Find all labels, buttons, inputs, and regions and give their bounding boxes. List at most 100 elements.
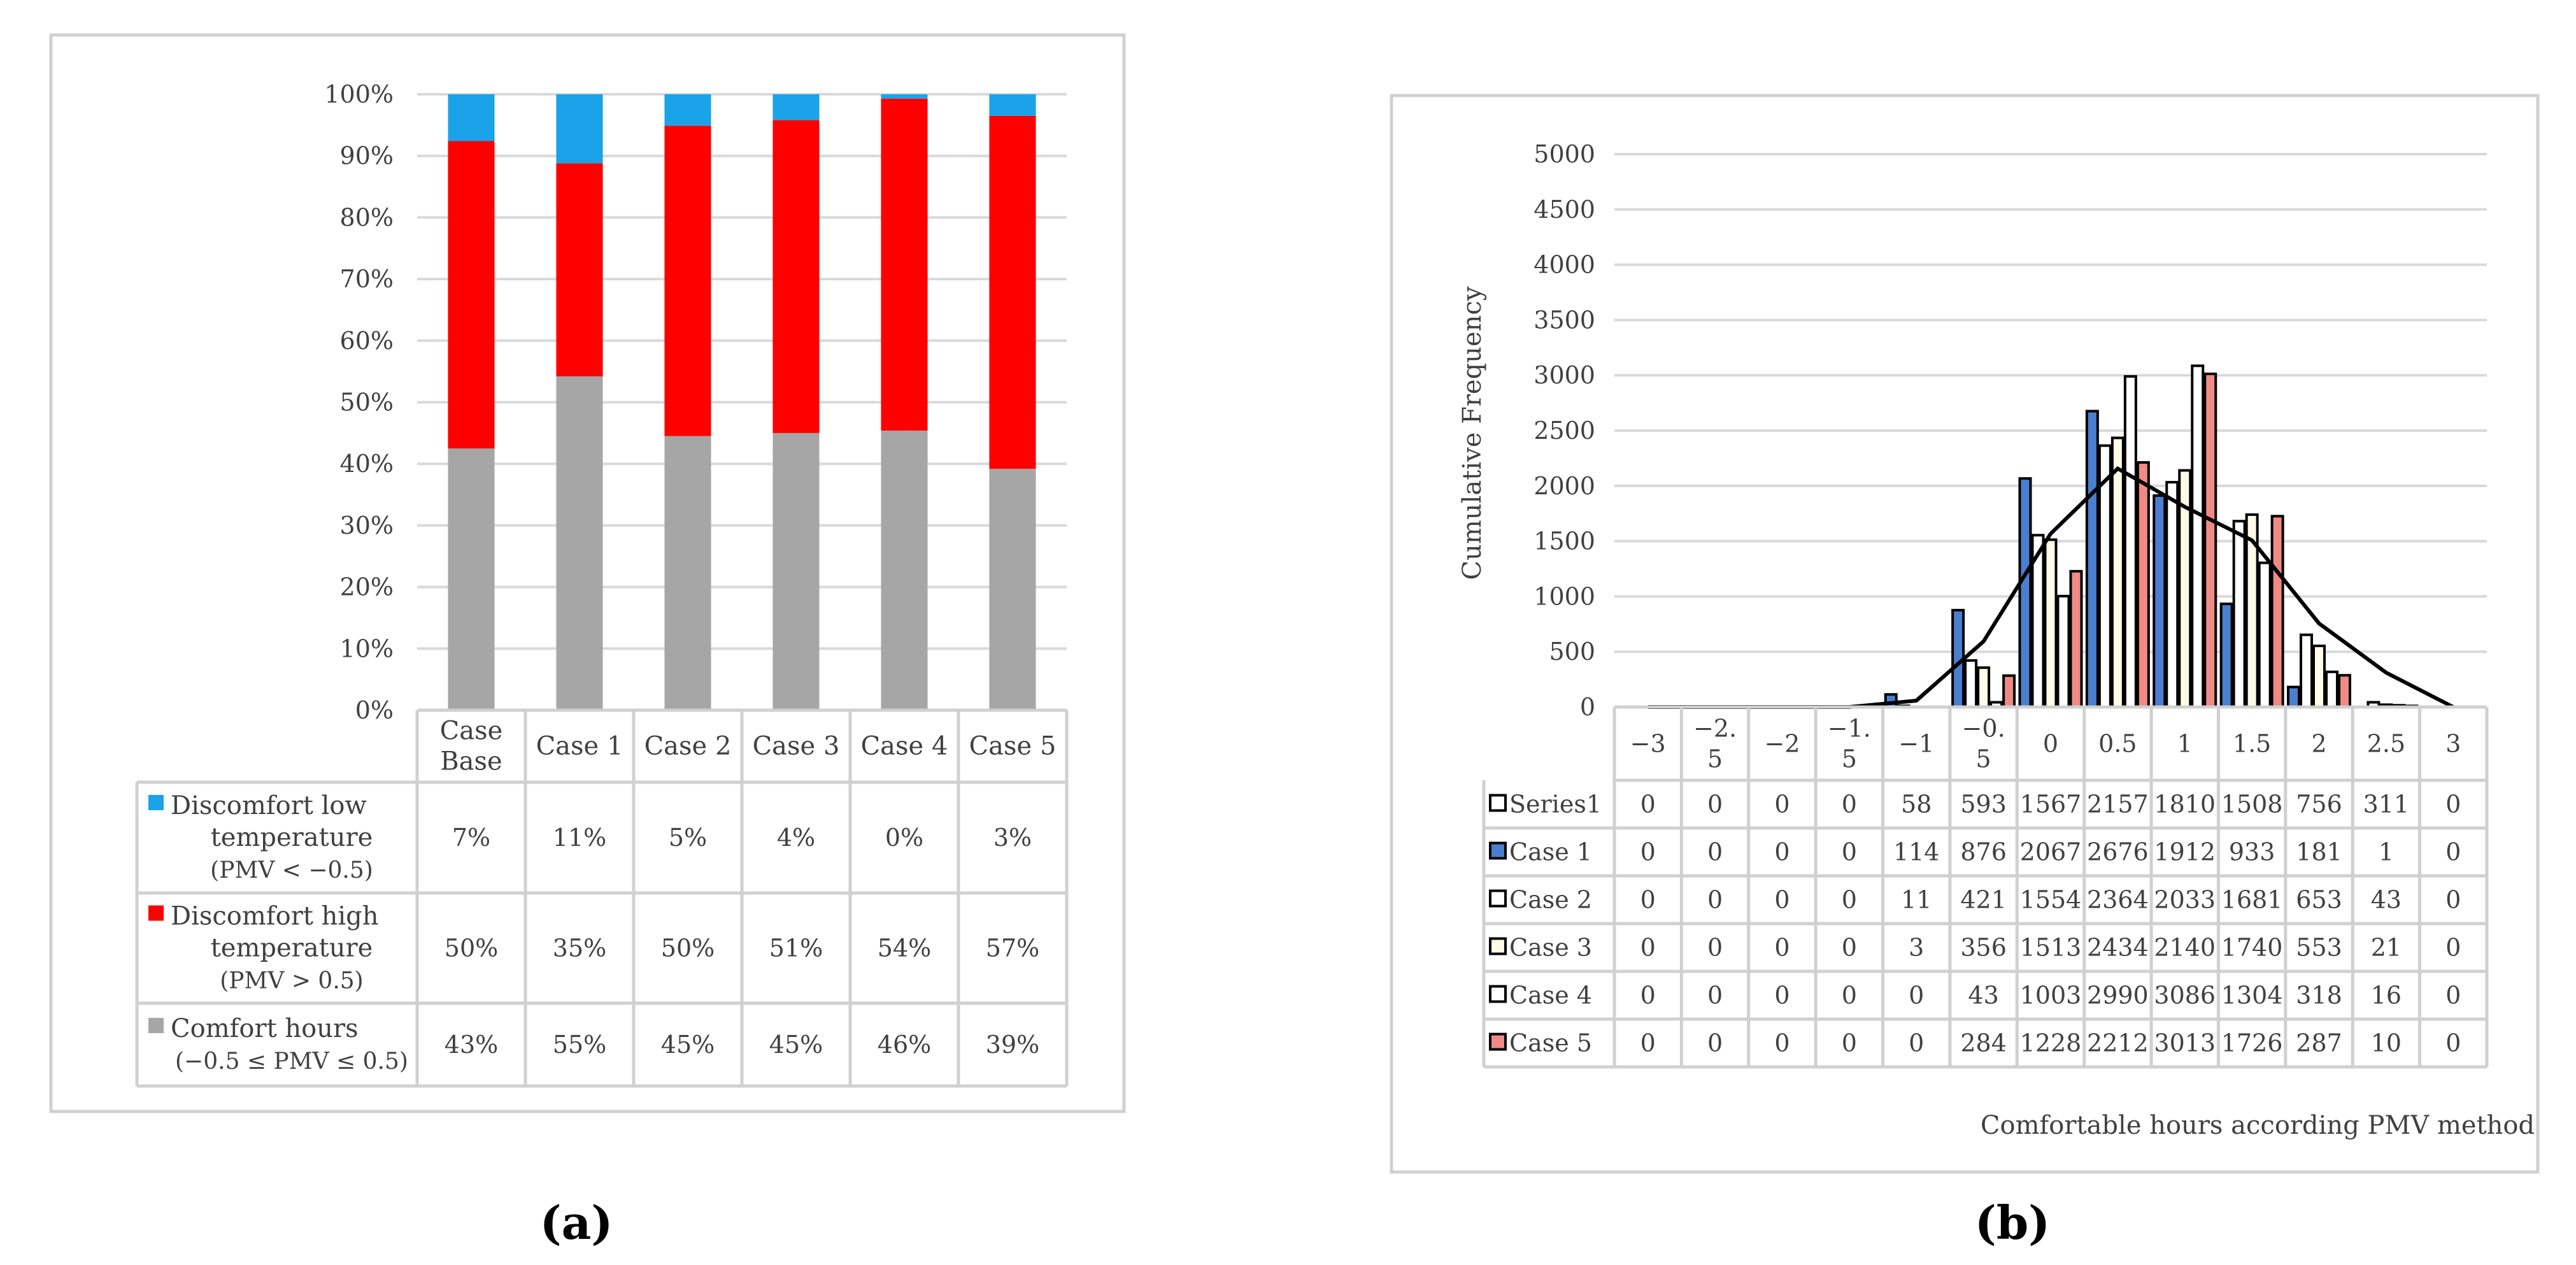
bar-case2 (2300, 633, 2314, 709)
bar-case1 (2153, 494, 2167, 708)
data-label-comfort: 43% (445, 1031, 498, 1059)
data-label-case5: 3013 (2154, 1029, 2216, 1057)
y-tick-label-b: 2000 (1534, 472, 1595, 500)
y-tick-label-b: 1500 (1534, 527, 1595, 555)
bar-case4 (2191, 364, 2205, 708)
x-tick-label-b: 3 (2445, 730, 2461, 758)
data-label-case2: 1681 (2221, 886, 2283, 914)
bar-case4 (2056, 594, 2070, 709)
data-label-low: 0% (885, 824, 923, 852)
data-label-high: 50% (661, 934, 715, 962)
data-label-low: 5% (669, 824, 707, 852)
data-label-case2: 0 (1640, 886, 1656, 914)
data-label-case5: 0 (1707, 1029, 1723, 1057)
legend-swatch-series1 (1489, 794, 1507, 812)
bar-case1 (2085, 410, 2099, 708)
bar-case2 (1964, 659, 1978, 709)
legend-label-a: (PMV > 0.5) (220, 968, 363, 994)
data-label-case5: 0 (1909, 1029, 1924, 1057)
y-tick-label-a: 70% (340, 265, 394, 293)
bar-case2 (2232, 520, 2246, 708)
data-label-case2: 0 (2445, 886, 2461, 914)
data-label-series1: 2157 (2087, 790, 2149, 818)
data-label-case2: 1554 (2020, 886, 2082, 914)
legend-label-a: Discomfort high (171, 902, 379, 931)
x-tick-label-b: 5 (1842, 745, 1857, 773)
x-tick-label-b: 2.5 (2367, 730, 2405, 758)
bar-case1 (2018, 477, 2032, 709)
data-label-case3: 0 (2445, 934, 2461, 962)
data-label-case3: 0 (1842, 934, 1857, 962)
legend-swatch-case4 (1489, 985, 1507, 1003)
y-tick-label-b: 4500 (1534, 196, 1595, 224)
bar-comfort (556, 376, 603, 710)
data-label-high: 51% (769, 934, 823, 962)
data-label-series1: 0 (1774, 790, 1790, 818)
data-label-case4: 0 (2445, 982, 2461, 1010)
bar-case5 (2069, 569, 2083, 709)
data-label-series1: 0 (1640, 790, 1656, 818)
legend-swatch-case1 (1489, 841, 1507, 860)
data-label-series1: 58 (1901, 790, 1932, 818)
data-label-case1: 114 (1893, 838, 1940, 866)
x-tick-label-a: Case 2 (644, 732, 732, 761)
x-tick-label-b: −1 (1898, 730, 1934, 758)
data-label-case4: 1304 (2221, 982, 2283, 1010)
data-label-case1: 0 (1842, 838, 1857, 866)
legend-label-b: Case 4 (1509, 982, 1592, 1010)
bar-comfort (989, 468, 1036, 710)
data-label-low: 11% (553, 824, 606, 852)
data-label-case1: 933 (2229, 838, 2275, 866)
data-label-case4: 318 (2296, 982, 2342, 1010)
y-tick-label-a: 0% (355, 696, 394, 724)
data-label-case2: 0 (1774, 886, 1790, 914)
bar-case4 (2325, 670, 2339, 708)
data-label-series1: 311 (2363, 790, 2410, 818)
legend-swatch-case2 (1489, 889, 1507, 908)
x-tick-label-b: −1. (1828, 715, 1871, 743)
panel-label-b: (b) (1975, 1196, 2050, 1250)
bar-case5 (2136, 461, 2150, 709)
bar-case5 (2203, 372, 2217, 708)
data-label-case1: 1 (2379, 838, 2394, 866)
x-tick-label-b: −0. (1962, 715, 2005, 743)
data-label-case3: 21 (2371, 934, 2402, 962)
legend-swatch-comfort (148, 1018, 164, 1033)
y-tick-label-b: 3000 (1534, 361, 1595, 389)
data-label-series1: 593 (1960, 790, 2007, 818)
data-label-case1: 181 (2296, 838, 2342, 866)
legend-label-a: (PMV < −0.5) (210, 857, 373, 883)
x-tick-label-b: 5 (1707, 745, 1723, 773)
x-tick-label-b: −3 (1630, 730, 1666, 758)
x-tick-label-a: Case 5 (969, 732, 1057, 761)
bar-low (448, 94, 495, 141)
y-tick-label-b: 5000 (1534, 140, 1595, 168)
bar-high (448, 141, 495, 449)
bar-low (772, 94, 820, 120)
bar-high (989, 115, 1036, 469)
data-label-case4: 0 (1640, 982, 1656, 1010)
data-label-case4: 1003 (2020, 982, 2082, 1010)
data-label-comfort: 45% (661, 1031, 715, 1059)
data-label-case1: 0 (1707, 838, 1723, 866)
data-label-case5: 0 (1640, 1029, 1656, 1057)
data-label-series1: 1810 (2154, 790, 2216, 818)
data-label-case3: 1513 (2020, 934, 2082, 962)
data-label-case3: 0 (1774, 934, 1790, 962)
legend-swatch-case5 (1489, 1033, 1507, 1051)
bar-case5 (2338, 674, 2352, 708)
y-tick-label-a: 40% (340, 450, 394, 478)
x-tick-label-b: 0.5 (2098, 730, 2137, 758)
bar-case3 (2110, 436, 2124, 708)
bar-low (881, 94, 928, 99)
x-tick-label-b: 0 (2043, 730, 2058, 758)
data-label-high: 50% (445, 934, 498, 962)
data-label-series1: 0 (1707, 790, 1723, 818)
legend-label-b: Case 3 (1509, 934, 1592, 962)
x-tick-label-a: Case 4 (861, 732, 948, 761)
data-label-case1: 2067 (2020, 838, 2082, 866)
x-tick-label-b: −2 (1764, 730, 1800, 758)
bar-comfort (772, 432, 820, 710)
bar-comfort (881, 430, 928, 710)
data-label-series1: 0 (1842, 790, 1857, 818)
